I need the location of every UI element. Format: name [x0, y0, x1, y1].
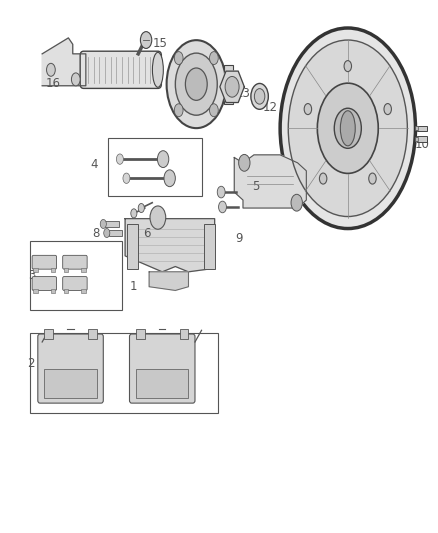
Bar: [88, 329, 97, 340]
Bar: [30, 241, 122, 310]
Ellipse shape: [254, 88, 265, 104]
Ellipse shape: [384, 103, 392, 115]
Text: 5: 5: [252, 180, 260, 193]
Text: 11: 11: [353, 44, 368, 56]
Text: 8: 8: [92, 227, 99, 239]
Ellipse shape: [141, 31, 152, 49]
Bar: [224, 64, 233, 103]
Ellipse shape: [123, 173, 130, 183]
Bar: [136, 369, 188, 398]
Text: 1: 1: [130, 280, 138, 293]
Ellipse shape: [209, 104, 218, 117]
Bar: [81, 268, 86, 272]
Ellipse shape: [219, 201, 226, 213]
Ellipse shape: [100, 220, 106, 229]
Ellipse shape: [304, 103, 311, 115]
Bar: [51, 289, 55, 293]
Bar: [81, 289, 86, 293]
Ellipse shape: [157, 151, 169, 167]
Ellipse shape: [288, 40, 407, 216]
Ellipse shape: [131, 209, 137, 218]
Text: 14: 14: [198, 58, 213, 71]
Polygon shape: [149, 272, 188, 290]
FancyBboxPatch shape: [32, 277, 57, 290]
Bar: [109, 230, 122, 236]
Text: 3: 3: [28, 269, 36, 282]
Ellipse shape: [175, 53, 217, 115]
Ellipse shape: [251, 84, 268, 109]
Ellipse shape: [239, 155, 250, 171]
Ellipse shape: [152, 52, 163, 87]
Bar: [417, 136, 427, 142]
Ellipse shape: [344, 61, 352, 71]
FancyBboxPatch shape: [63, 255, 87, 269]
Bar: [51, 268, 55, 272]
Text: 15: 15: [152, 37, 167, 50]
Bar: [44, 329, 53, 340]
Polygon shape: [234, 155, 306, 208]
Ellipse shape: [318, 83, 378, 173]
Bar: [30, 333, 218, 413]
Ellipse shape: [369, 173, 376, 184]
Text: 4: 4: [91, 158, 98, 171]
Text: 9: 9: [235, 232, 243, 245]
FancyBboxPatch shape: [38, 334, 103, 403]
Ellipse shape: [164, 170, 175, 187]
Bar: [106, 221, 119, 227]
FancyBboxPatch shape: [32, 255, 57, 269]
Bar: [416, 137, 418, 141]
Bar: [33, 268, 38, 272]
Bar: [180, 329, 188, 340]
Ellipse shape: [166, 40, 226, 128]
Ellipse shape: [117, 154, 124, 164]
Bar: [136, 329, 145, 340]
Polygon shape: [220, 71, 244, 102]
Bar: [416, 126, 418, 131]
FancyBboxPatch shape: [130, 334, 195, 403]
Text: 7: 7: [176, 349, 184, 362]
Text: 13: 13: [236, 87, 251, 100]
Ellipse shape: [334, 108, 361, 148]
Ellipse shape: [138, 204, 145, 213]
Bar: [417, 126, 427, 131]
Bar: [64, 268, 68, 272]
Bar: [33, 289, 38, 293]
Bar: [108, 138, 201, 196]
Bar: [127, 224, 138, 269]
Ellipse shape: [217, 186, 225, 198]
Ellipse shape: [291, 195, 302, 211]
Ellipse shape: [174, 52, 183, 64]
Text: 6: 6: [143, 227, 151, 240]
Text: 16: 16: [46, 77, 60, 90]
Bar: [204, 224, 215, 269]
Ellipse shape: [340, 111, 355, 146]
Text: 10: 10: [415, 138, 430, 151]
Bar: [64, 289, 68, 293]
Polygon shape: [125, 219, 215, 272]
FancyBboxPatch shape: [80, 51, 161, 88]
Text: 2: 2: [27, 357, 34, 370]
Ellipse shape: [319, 173, 327, 184]
Polygon shape: [42, 38, 86, 86]
Ellipse shape: [150, 206, 166, 229]
Ellipse shape: [104, 229, 110, 238]
FancyBboxPatch shape: [63, 277, 87, 290]
Text: 12: 12: [263, 101, 278, 114]
Ellipse shape: [225, 76, 239, 97]
Ellipse shape: [185, 68, 207, 100]
Ellipse shape: [71, 73, 80, 86]
Ellipse shape: [46, 63, 55, 76]
Bar: [44, 369, 97, 398]
Ellipse shape: [280, 28, 416, 229]
Ellipse shape: [174, 104, 183, 117]
Ellipse shape: [209, 52, 218, 64]
